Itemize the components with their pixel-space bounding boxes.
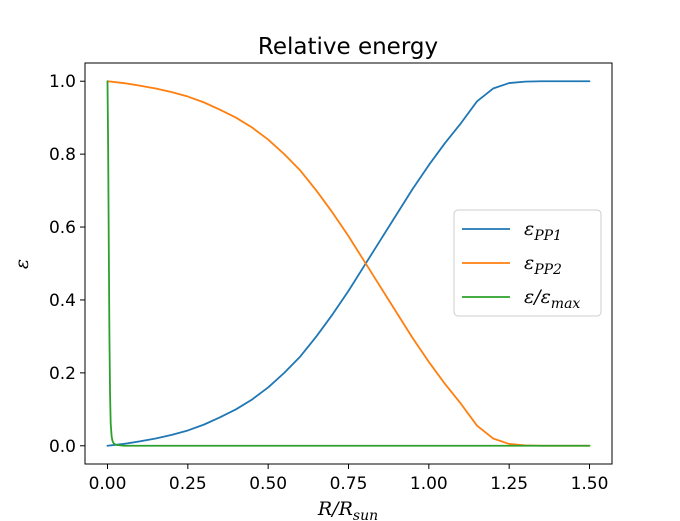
y-tick-label: 0.4 [49,291,76,311]
x-tick-label: 1.00 [410,474,448,494]
series-group [106,80,591,447]
legend-entry-sub: max [551,296,581,312]
series-line-1 [106,80,591,447]
legend-entry-main: ε [524,218,534,240]
series-line-3 [106,80,591,447]
x-axis-label-main: R/R [317,498,353,520]
x-tick-label: 0.25 [169,474,207,494]
legend-frame [453,209,602,317]
y-tick-label: 0.8 [49,145,76,165]
legend-entry: εPP1 [524,218,562,244]
x-tick-label: 1.25 [490,474,528,494]
plot-frame [84,62,613,465]
y-tick-label: 0.2 [49,364,76,384]
y-tick-label: 1.0 [49,72,76,92]
y-tick-label: 0.6 [49,218,76,238]
x-tick-label: 0.00 [89,474,127,494]
series-line-2 [106,80,591,447]
x-tick-label: 1.50 [571,474,609,494]
x-axis-label: R/Rsun [317,498,378,521]
legend-entry-main: ε/ε [524,286,551,308]
legend-entry-main: ε [524,252,534,274]
legend-entry-sub: PP2 [533,262,562,278]
x-axis: 0.00 0.25 0.50 0.75 1.00 1.25 1.50 [89,464,609,494]
y-axis: 0.0 0.2 0.4 0.6 0.8 1.0 [49,72,85,457]
x-tick-label: 0.75 [330,474,368,494]
y-tick-label: 0.0 [49,437,76,457]
y-axis-label: ε [11,259,33,269]
legend-entry: εPP2 [524,252,562,278]
legend-entry: ε/εmax [524,286,580,312]
x-tick-label: 0.50 [249,474,287,494]
x-axis-label-sub: sun [353,508,378,521]
legend-entry-sub: PP1 [533,228,562,244]
chart-title: Relative energy [258,34,438,60]
